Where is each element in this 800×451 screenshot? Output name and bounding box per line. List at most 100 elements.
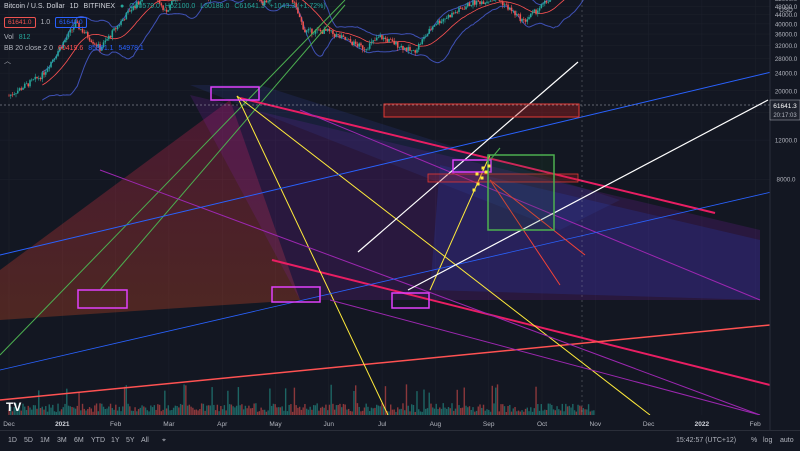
price-chart[interactable]: 8000.012000.016000.020000.024000.028000.… <box>0 0 800 430</box>
candle-body <box>533 10 535 12</box>
candle-body <box>493 0 495 1</box>
volume-bar <box>486 409 487 415</box>
volume-bar <box>84 409 85 415</box>
red-resistance-zone[interactable] <box>384 104 579 117</box>
buy-button[interactable]: 61642.0 <box>55 17 87 28</box>
candle-body <box>52 60 54 62</box>
volume-bar <box>248 406 249 415</box>
volume-value: 812 <box>19 34 31 41</box>
candle-body <box>393 41 395 44</box>
candle-body <box>406 48 408 51</box>
range-1m[interactable]: 1M <box>40 437 50 444</box>
volume-bar <box>485 411 486 415</box>
candle-body <box>523 19 525 20</box>
range-6m[interactable]: 6M <box>74 437 84 444</box>
volume-bar <box>225 410 226 415</box>
volume-bar <box>530 407 531 415</box>
volume-bar <box>110 404 111 415</box>
volume-bar <box>467 407 468 415</box>
volume-bar <box>390 405 391 415</box>
volume-bar <box>562 404 563 415</box>
candle-body <box>71 30 73 31</box>
range-3m[interactable]: 3M <box>57 437 67 444</box>
purple-fan-2[interactable] <box>330 300 760 415</box>
goto-date-icon[interactable]: ⌖ <box>162 437 166 445</box>
legend-collapse[interactable]: ︿ <box>4 56 14 66</box>
sell-button[interactable]: 61641.0 <box>4 17 36 28</box>
volume-bar <box>457 390 458 415</box>
range-ytd[interactable]: YTD <box>91 437 105 444</box>
volume-bar <box>460 408 461 415</box>
ohlc-high: H62100.0 <box>165 3 195 10</box>
candle-body <box>449 15 451 17</box>
volume-bar <box>136 411 137 415</box>
candle-body <box>500 1 502 2</box>
volume-bar <box>204 411 205 415</box>
volume-bar <box>266 412 267 415</box>
volume-bar <box>267 410 268 415</box>
volume-bar <box>253 404 254 415</box>
candle-body <box>12 95 14 96</box>
candle-body <box>413 50 415 51</box>
volume-bar <box>371 408 372 415</box>
volume-bar <box>77 406 78 415</box>
candle-body <box>458 8 460 12</box>
volume-bar <box>408 406 409 415</box>
yellow-marker <box>485 171 488 174</box>
volume-bar <box>206 406 207 415</box>
volume-bar <box>516 411 517 415</box>
candle-body <box>362 45 364 49</box>
interval[interactable]: 1D <box>70 3 79 10</box>
volume-bar <box>87 409 88 415</box>
ohlc-low: L60188.0 <box>200 3 229 10</box>
volume-legend[interactable]: Vol 812 <box>4 34 33 41</box>
range-1y[interactable]: 1Y <box>111 437 120 444</box>
percent-toggle[interactable]: % <box>751 437 757 444</box>
auto-toggle[interactable]: auto <box>780 437 794 444</box>
candle-body <box>330 30 332 31</box>
candle-body <box>24 84 26 88</box>
range-1d[interactable]: 1D <box>8 437 17 444</box>
volume-bar <box>246 408 247 415</box>
currency-label[interactable]: USD <box>779 7 793 14</box>
volume-bar <box>273 404 274 415</box>
candle-body <box>106 39 108 40</box>
volume-bar <box>260 408 261 415</box>
volume-bar <box>35 405 36 415</box>
clock[interactable]: 15:42:57 (UTC+12) <box>676 437 736 444</box>
volume-bar <box>439 407 440 415</box>
candle-body <box>31 80 33 81</box>
candle-body <box>87 32 89 37</box>
candle-body <box>526 19 528 21</box>
volume-bar <box>201 403 202 415</box>
log-toggle[interactable]: log <box>763 437 772 444</box>
candle-body <box>117 26 119 29</box>
green-box[interactable] <box>488 155 554 230</box>
volume-bar <box>376 405 377 415</box>
chevron-up-icon[interactable]: ︿ <box>4 58 11 65</box>
volume-bar <box>511 412 512 415</box>
symbol-name[interactable]: Bitcoin / U.S. Dollar <box>4 3 65 10</box>
volume-bar <box>336 405 337 415</box>
candle-body <box>472 1 474 6</box>
candle-body <box>532 12 534 14</box>
range-5d[interactable]: 5D <box>24 437 33 444</box>
range-5y[interactable]: 5Y <box>126 437 135 444</box>
price-axis-panel[interactable] <box>770 0 800 430</box>
volume-bar <box>576 412 577 415</box>
time-tick-dec: Dec <box>643 421 655 428</box>
candle-body <box>50 62 52 67</box>
volume-bar <box>558 409 559 415</box>
volume-bar <box>287 411 288 415</box>
candle-body <box>390 39 392 40</box>
bb-legend[interactable]: BB 20 close 2 0 60419.6 85861.1 54978.1 <box>4 45 147 52</box>
price-tick-20000: 20000.0 <box>775 88 798 95</box>
volume-bar <box>337 405 338 415</box>
volume-bar <box>50 408 51 415</box>
volume-bar <box>63 407 64 415</box>
candle-body <box>546 1 548 3</box>
volume-bar <box>103 407 104 415</box>
volume-bar <box>257 412 258 415</box>
volume-bar <box>451 403 452 415</box>
range-all[interactable]: All <box>141 437 149 444</box>
